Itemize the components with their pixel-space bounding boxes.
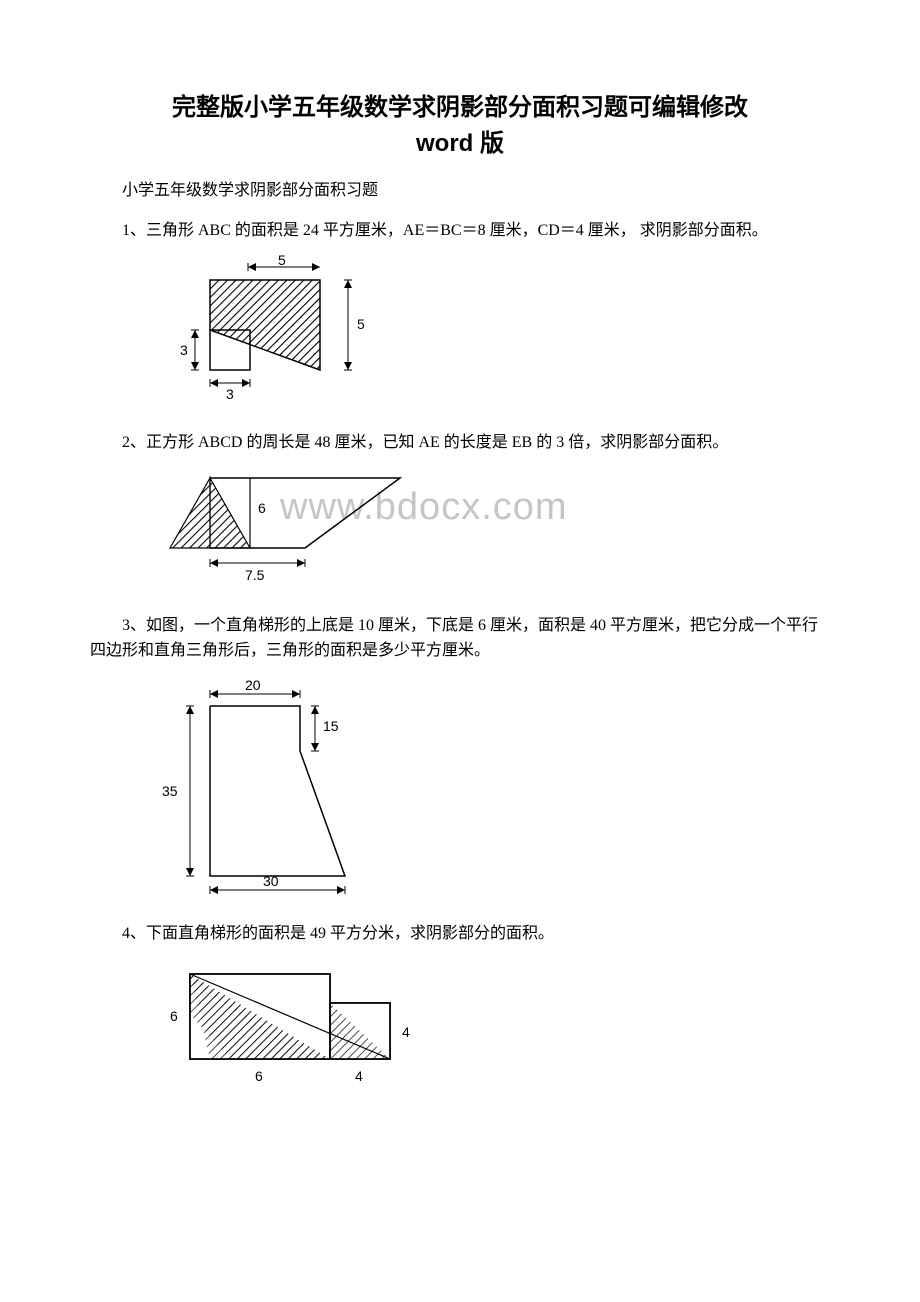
fig4-bottom-right-label: 4 bbox=[355, 1068, 363, 1084]
fig4-right-label: 4 bbox=[402, 1024, 410, 1040]
figure-2: www.bdocx.com 6 7.5 bbox=[150, 468, 830, 593]
fig3-notch-label: 15 bbox=[323, 718, 339, 734]
fig4-left-label: 6 bbox=[170, 1008, 178, 1024]
problem-2: 2、正方形 ABCD 的周长是 48 厘米，已知 AE 的长度是 EB 的 3 … bbox=[90, 430, 830, 456]
fig1-left-label: 3 bbox=[180, 342, 188, 358]
figure-3: 20 15 35 30 bbox=[150, 676, 830, 901]
fig3-bottom-label-2: 30 bbox=[263, 873, 279, 889]
document-title: 完整版小学五年级数学求阴影部分面积习题可编辑修改 word 版 bbox=[90, 90, 830, 162]
title-line-1: 完整版小学五年级数学求阴影部分面积习题可编辑修改 bbox=[172, 94, 748, 121]
problem-4: 4、下面直角梯形的面积是 49 平方分米，求阴影部分的面积。 bbox=[90, 921, 830, 947]
fig1-right-label: 5 bbox=[357, 316, 365, 332]
problem-1: 1、三角形 ABC 的面积是 24 平方厘米，AE＝BC＝8 厘米，CD＝4 厘… bbox=[90, 218, 830, 244]
problem-3: 3、如图，一个直角梯形的上底是 10 厘米，下底是 6 厘米，面积是 40 平方… bbox=[90, 613, 830, 664]
figure-1: 5 5 3 3 bbox=[150, 255, 830, 410]
fig1-top-label: 5 bbox=[278, 255, 286, 268]
title-line-2: word 版 bbox=[416, 130, 504, 157]
fig3-top-label: 20 bbox=[245, 677, 261, 693]
fig4-bottom-left-label: 6 bbox=[255, 1068, 263, 1084]
figure-4: 6 6 4 4 bbox=[150, 959, 830, 1104]
subtitle: 小学五年级数学求阴影部分面积习题 bbox=[90, 178, 830, 204]
fig2-bottom-label: 7.5 bbox=[245, 567, 265, 583]
fig3-left-label: 35 bbox=[162, 783, 178, 799]
fig2-inner-label: 6 bbox=[258, 500, 266, 516]
fig1-bottom-label: 3 bbox=[226, 386, 234, 402]
